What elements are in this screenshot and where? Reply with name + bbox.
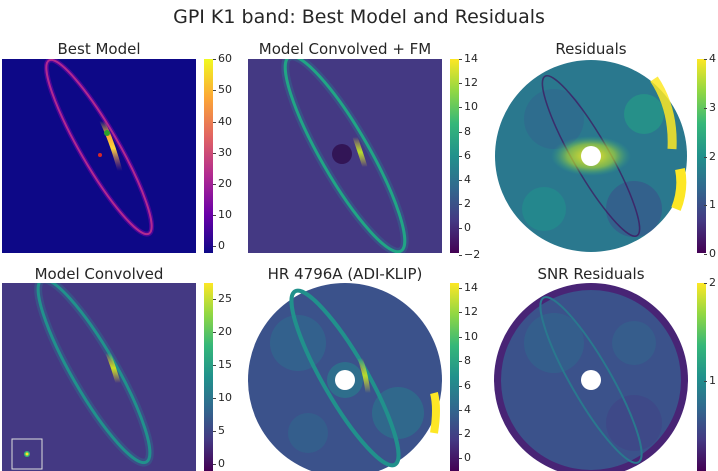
figure-title: GPI K1 band: Best Model and Residuals xyxy=(173,6,545,28)
snr-residuals-image xyxy=(494,283,688,471)
tick-label: 0 xyxy=(213,239,225,252)
tick-label: 4 xyxy=(459,403,471,416)
tick-label: 2 xyxy=(704,150,716,163)
tick-label: 10 xyxy=(213,208,232,221)
tick-label: 8 xyxy=(459,354,471,367)
tick-label: 14 xyxy=(459,52,478,65)
tick-label: 4 xyxy=(459,173,471,186)
model-convolved-fm-image xyxy=(248,59,442,253)
colorbar-snr-residuals xyxy=(697,283,706,471)
tick-label: 60 xyxy=(213,52,232,65)
colorbar-best-model xyxy=(204,59,213,253)
psf-inset-box xyxy=(11,438,43,470)
panel-title-residuals: Residuals xyxy=(555,40,627,58)
tick-label: 2 xyxy=(704,276,716,289)
tick-label: 1 xyxy=(704,198,716,211)
model-convolved-image xyxy=(2,283,196,471)
tick-label: 0 xyxy=(459,221,471,234)
colorbar-residuals xyxy=(697,59,706,253)
tick-label: 2 xyxy=(459,197,471,210)
residuals-image xyxy=(494,59,688,253)
tick-label: 1 xyxy=(704,374,716,387)
tick-label: 50 xyxy=(213,83,232,96)
tick-label: −2 xyxy=(458,248,481,261)
tick-label: 2 xyxy=(459,427,471,440)
colorbar-model-convolved xyxy=(204,283,213,471)
panel-title-best-model: Best Model xyxy=(57,40,141,58)
tick-label: 4 xyxy=(704,52,716,65)
panel-title-model-convolved: Model Convolved xyxy=(34,265,164,283)
tick-label: 40 xyxy=(213,115,232,128)
tick-label: 10 xyxy=(459,100,478,113)
panel-title-model-convolved-fm: Model Convolved + FM xyxy=(258,40,432,58)
tick-label: 10 xyxy=(213,391,232,404)
tick-label: 6 xyxy=(459,379,471,392)
hr4796a-image xyxy=(248,283,442,471)
tick-label: 3 xyxy=(704,101,716,114)
colorbar-hr4796a xyxy=(450,283,459,471)
colorbar-model-convolved-fm xyxy=(450,59,459,253)
tick-label: 12 xyxy=(459,305,478,318)
tick-label: 10 xyxy=(459,330,478,343)
tick-label: 25 xyxy=(213,292,232,305)
tick-label: 12 xyxy=(459,76,478,89)
tick-label: 0 xyxy=(459,451,471,464)
tick-label: 8 xyxy=(459,125,471,138)
tick-label: 0 xyxy=(213,457,225,470)
best-model-image xyxy=(2,59,196,253)
tick-label: 15 xyxy=(213,358,232,371)
tick-label: 20 xyxy=(213,325,232,338)
tick-label: 20 xyxy=(213,177,232,190)
tick-label: 6 xyxy=(459,149,471,162)
tick-label: 0 xyxy=(704,247,716,260)
panel-title-snr-residuals: SNR Residuals xyxy=(537,265,645,283)
panel-title-hr4796a: HR 4796A (ADI-KLIP) xyxy=(267,265,423,283)
tick-label: 30 xyxy=(213,146,232,159)
tick-label: 14 xyxy=(459,281,478,294)
tick-label: 5 xyxy=(213,424,225,437)
